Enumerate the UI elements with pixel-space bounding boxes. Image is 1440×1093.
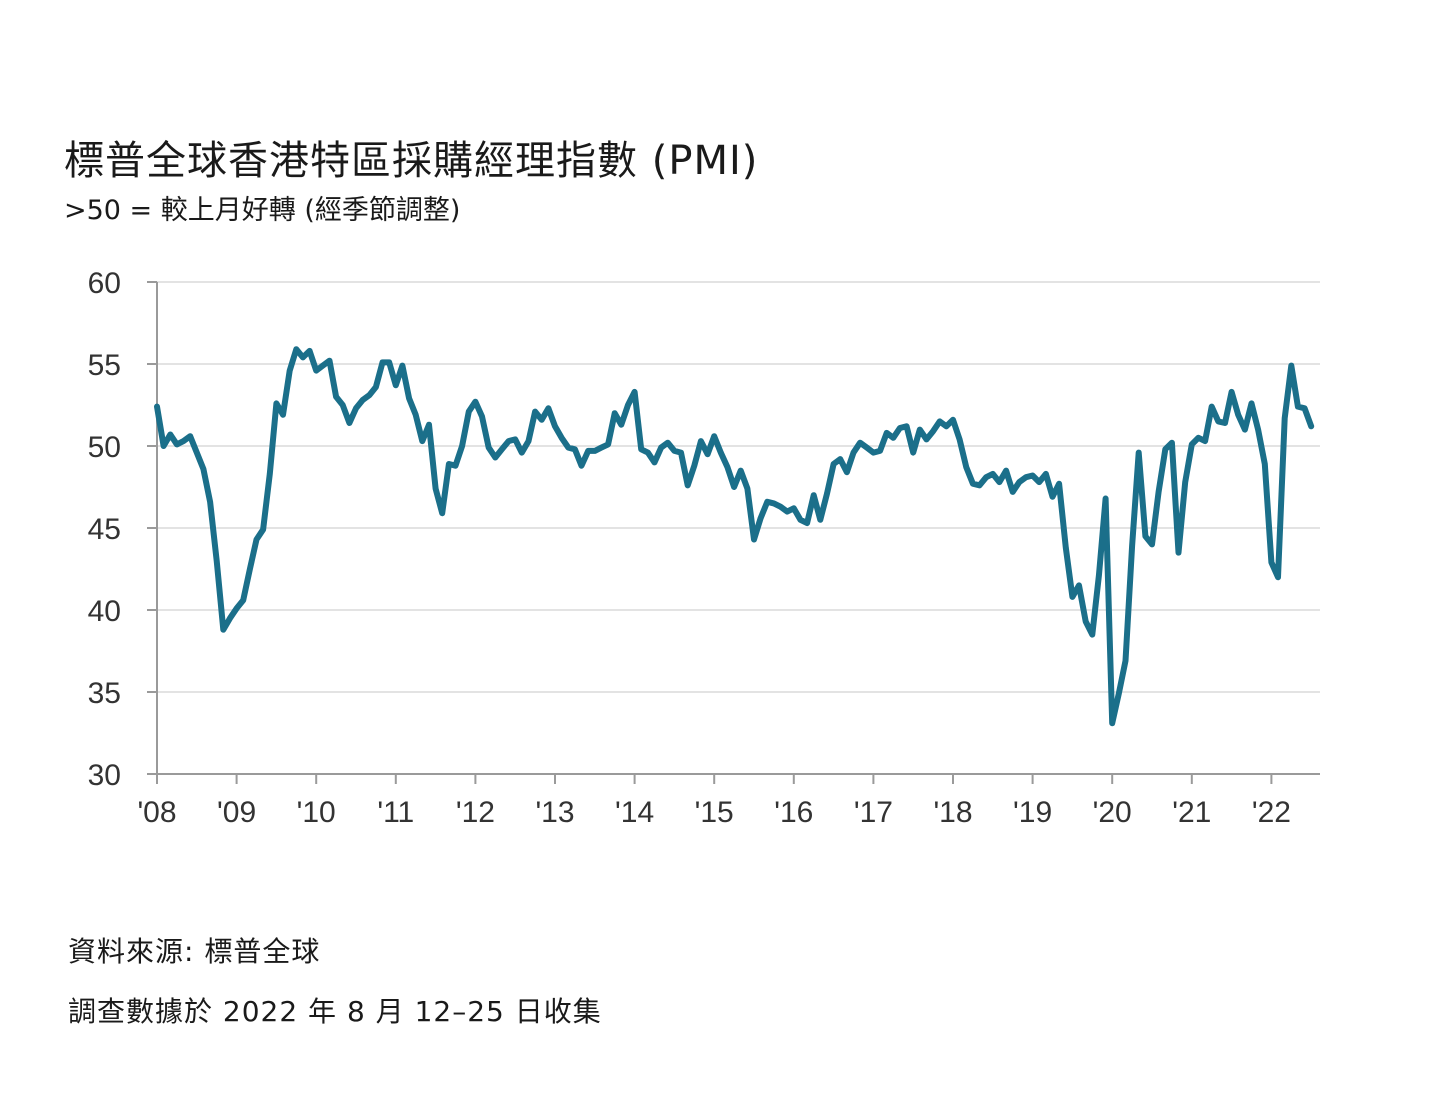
x-tick-label: '14 (615, 796, 654, 829)
survey-date-note: 調查數據於 2022 年 8 月 12–25 日收集 (68, 995, 602, 1028)
x-tick-label: '16 (774, 796, 813, 829)
x-tick-label: '19 (1013, 796, 1052, 829)
y-tick-label: 45 (88, 513, 121, 546)
x-tick-label: '20 (1093, 796, 1132, 829)
grid-lines (157, 281, 1320, 693)
y-tick-label: 50 (88, 431, 121, 464)
x-tick-label: '11 (377, 796, 414, 829)
y-tick-label: 40 (88, 595, 121, 628)
x-tick-label: '18 (933, 796, 972, 829)
x-tick-label: '12 (456, 796, 495, 829)
y-tick-label: 30 (88, 759, 121, 792)
y-tick-label: 60 (88, 267, 121, 300)
source-note: 資料來源: 標普全球 (68, 935, 321, 968)
x-tick-label: '21 (1172, 796, 1211, 829)
x-tick-label: '08 (137, 796, 176, 829)
x-tick-labels: '08 '09 '10 '11 '12 '13 '14 '15 '16 '17 '18 '19 '20 '… (137, 796, 1291, 829)
chart-title: 標普全球香港特區採購經理指數 (PMI) (64, 138, 759, 184)
x-tick-label: '17 (854, 796, 893, 829)
y-tick-labels: 30 35 40 45 50 55 60 (88, 267, 121, 792)
x-tick-label: '13 (535, 796, 574, 829)
chart-subtitle: >50 = 較上月好轉 (經季節調整) (64, 195, 461, 226)
y-tick-label: 35 (88, 677, 121, 710)
x-tick-label: '09 (217, 796, 256, 829)
series-line-0 (154, 346, 1315, 727)
x-tick-label: '22 (1252, 796, 1291, 829)
y-tick-label: 55 (88, 349, 121, 382)
axes (147, 281, 1320, 784)
x-tick-label: '10 (297, 796, 336, 829)
series-lines (154, 346, 1315, 727)
x-tick-label: '15 (695, 796, 734, 829)
